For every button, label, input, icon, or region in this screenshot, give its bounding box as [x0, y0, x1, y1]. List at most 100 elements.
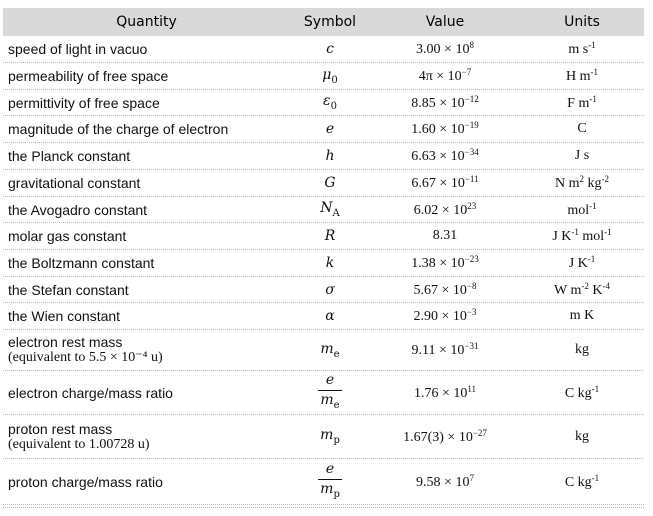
quantity-cell: molar gas constant [3, 228, 290, 244]
units-cell: H m-1 [566, 67, 598, 84]
symbol-cell: e me [290, 372, 370, 413]
units-cell: J K-1 mol-1 [552, 227, 612, 244]
value-exponent: 7 [469, 472, 474, 483]
table-row: gravitational constant G 6.67 × 10−11 N m2 … [3, 170, 644, 197]
quantity-label: magnitude of the charge of electron [8, 121, 229, 137]
value-exponent: −34 [464, 147, 479, 157]
symbol-cell: α [290, 308, 370, 324]
symbol-cell: NA [290, 200, 370, 219]
table-row: the Wien constant α 2.90 × 10−3 m K [3, 303, 644, 330]
denominator-subscript: p [333, 488, 340, 500]
value-exponent: −8 [466, 280, 477, 291]
table-row: the Planck constant h 6.63 × 10−34 J s [3, 143, 644, 170]
table-row: the Boltzmann constant k 1.38 × 10−23 J K-1 [3, 250, 644, 277]
units-cell: J K-1 [568, 254, 596, 271]
quantity-cell: magnitude of the charge of electron [3, 121, 290, 137]
value-exponent: −11 [464, 174, 479, 184]
quantity-label: proton rest mass [8, 420, 113, 437]
symbol-subscript: 0 [331, 74, 338, 86]
quantity-label: the Wien constant [8, 308, 121, 324]
symbol-cell: μ0 [290, 67, 370, 86]
symbol-subscript: p [333, 434, 340, 446]
value-cell: 1.38 × 10−23 [370, 254, 520, 272]
quantity-cell: gravitational constant [3, 175, 290, 191]
symbol-text: h [325, 148, 335, 164]
bottom-rule [3, 507, 644, 508]
quantity-cell: proton charge/mass ratio [3, 474, 290, 490]
value-mantissa: 8.85 × 10 [411, 95, 465, 111]
symbol-cell: e mp [290, 461, 370, 502]
units-cell: J s [574, 148, 590, 163]
symbol-cell: ε0 [290, 93, 370, 112]
value-cell: 6.63 × 10−34 [370, 147, 520, 165]
units-cell: C kg-1 [564, 383, 600, 401]
quantity-label: electron charge/mass ratio [8, 384, 173, 401]
units-cell: C kg-1 [564, 472, 600, 490]
symbol-text: α [325, 308, 335, 324]
quantity-cell: proton rest mass (equivalent to 1.00728 u… [3, 421, 290, 453]
value-mantissa: 2.90 × 10 [413, 309, 467, 324]
value-cell: 5.67 × 10−8 [370, 281, 520, 299]
symbol-text: e [325, 121, 335, 137]
symbol-fraction: e mp [318, 462, 342, 502]
symbol-text: μ [322, 66, 332, 83]
table-header: Quantity Symbol Value Units [3, 8, 644, 36]
symbol-text: ε [323, 93, 331, 110]
quantity-cell: electron rest mass (equivalent to 5.5 × 1… [3, 334, 290, 366]
quantity-cell: the Stefan constant [3, 282, 290, 298]
table-row: speed of light in vacuo c 3.00 × 108 m s-1 [3, 36, 644, 63]
symbol-subscript: e [333, 348, 340, 360]
value-mantissa: 1.60 × 10 [411, 122, 465, 137]
value-mantissa: 6.02 × 10 [413, 202, 468, 218]
value-cell: 9.58 × 107 [370, 473, 520, 491]
value-exponent: 8 [469, 40, 474, 50]
value-cell: 1.67(3) × 10−27 [370, 428, 520, 446]
table-row: the Avogadro constant NA 6.02 × 1023 mol-1 [3, 197, 644, 223]
table-row: proton charge/mass ratio e mp 9.58 × 107 C k… [3, 459, 644, 505]
units-cell: mol-1 [567, 200, 597, 218]
symbol-text: R [324, 228, 336, 244]
value-exponent: −27 [472, 427, 487, 438]
value-exponent: −3 [466, 307, 477, 317]
value-cell: 1.60 × 10−19 [370, 120, 520, 138]
units-cell: W m-2 K-4 [554, 280, 610, 298]
fraction-numerator: e [325, 461, 335, 478]
value-cell: 2.90 × 10−3 [370, 307, 520, 325]
symbol-cell: h [290, 148, 370, 164]
symbol-text: N [320, 200, 333, 217]
symbol-text: m [320, 427, 334, 444]
value-cell: 9.11 × 10−31 [370, 341, 520, 359]
quantity-label: the Stefan constant [8, 281, 129, 298]
symbol-text: G [324, 175, 336, 191]
header-symbol: Symbol [303, 14, 357, 30]
symbol-cell: me [290, 341, 370, 360]
constants-table: Quantity Symbol Value Units speed of lig… [3, 8, 644, 505]
value-exponent: 23 [467, 200, 477, 211]
value-cell: 4π × 10−7 [370, 67, 520, 85]
fraction-bar [318, 479, 342, 481]
quantity-label: speed of light in vacuo [8, 41, 148, 57]
value-mantissa: 9.11 × 10 [411, 343, 465, 358]
fraction-numerator: e [325, 372, 335, 389]
quantity-label: the Boltzmann constant [8, 255, 155, 271]
quantity-label: proton charge/mass ratio [8, 473, 163, 490]
quantity-label: the Avogadro constant [8, 201, 148, 218]
value-mantissa: 1.38 × 10 [411, 256, 465, 271]
denominator-symbol: m [320, 392, 334, 409]
value-exponent: −19 [464, 120, 479, 130]
value-exponent: −7 [461, 67, 472, 77]
quantity-cell: speed of light in vacuo [3, 41, 290, 57]
symbol-cell: k [290, 255, 370, 271]
quantity-cell: the Wien constant [3, 308, 290, 324]
header-units: Units [564, 14, 600, 30]
quantity-cell: electron charge/mass ratio [3, 385, 290, 401]
quantity-label: molar gas constant [8, 228, 127, 244]
table-row: electron charge/mass ratio e me 1.76 × 1011… [3, 371, 644, 415]
table-row: molar gas constant R 8.31 J K-1 mol-1 [3, 223, 644, 250]
value-mantissa: 6.63 × 10 [411, 149, 465, 164]
units-cell: m s-1 [568, 40, 596, 57]
symbol-text: k [325, 255, 335, 271]
header-quantity: Quantity [116, 14, 177, 30]
symbol-fraction: e me [318, 372, 342, 413]
quantity-label: the Planck constant [8, 148, 131, 164]
